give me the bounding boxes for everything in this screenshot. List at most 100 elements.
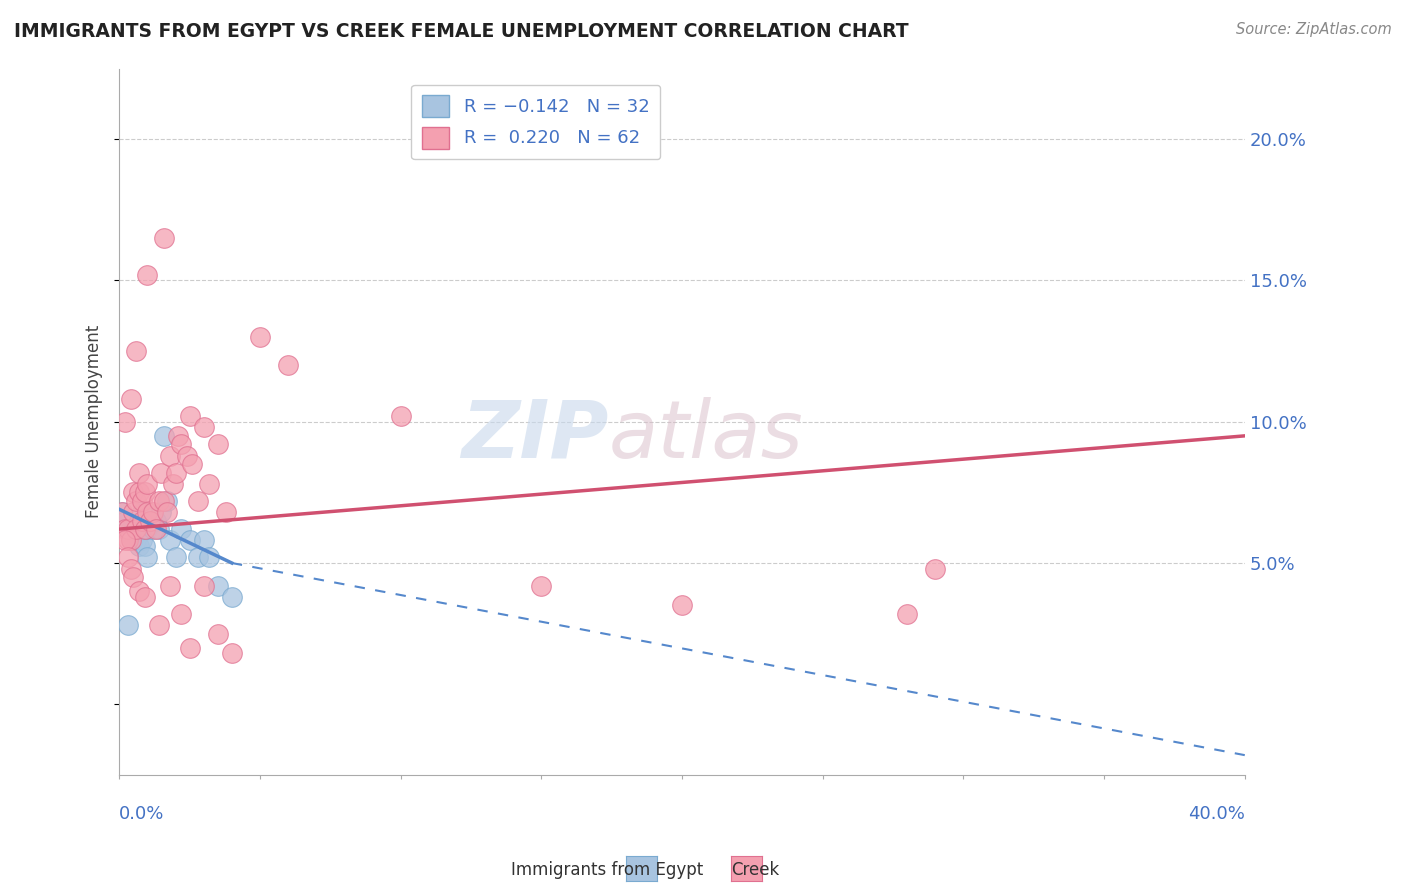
Point <box>122 505 145 519</box>
Point <box>131 505 153 519</box>
Point <box>162 476 184 491</box>
Point <box>117 533 139 548</box>
Point <box>193 579 215 593</box>
Point <box>142 522 165 536</box>
Point <box>117 618 139 632</box>
Point <box>156 493 179 508</box>
Point <box>530 579 553 593</box>
Point <box>120 533 142 548</box>
Point <box>170 522 193 536</box>
Point <box>221 647 243 661</box>
Point <box>128 485 150 500</box>
Point <box>148 522 170 536</box>
Point <box>134 522 156 536</box>
Point <box>207 579 229 593</box>
Point <box>148 493 170 508</box>
Point <box>131 514 153 528</box>
Point <box>111 505 134 519</box>
Point <box>924 562 946 576</box>
Point <box>136 268 159 282</box>
Point <box>153 231 176 245</box>
Point <box>114 522 136 536</box>
Point <box>148 618 170 632</box>
Point <box>134 485 156 500</box>
Text: Immigrants from Egypt: Immigrants from Egypt <box>510 861 703 879</box>
Point <box>122 533 145 548</box>
Point <box>120 522 142 536</box>
Point <box>181 457 204 471</box>
Point <box>145 514 167 528</box>
Point <box>198 476 221 491</box>
Point <box>193 533 215 548</box>
Point <box>187 493 209 508</box>
Point <box>150 505 173 519</box>
Text: atlas: atlas <box>609 397 804 475</box>
Point <box>136 505 159 519</box>
Point <box>125 344 148 359</box>
Point <box>120 392 142 406</box>
Point <box>156 505 179 519</box>
Point <box>167 429 190 443</box>
Point <box>125 522 148 536</box>
Point <box>125 493 148 508</box>
Point <box>134 522 156 536</box>
Point <box>179 533 201 548</box>
Point <box>176 449 198 463</box>
Point <box>114 533 136 548</box>
Point <box>179 640 201 655</box>
Point <box>111 505 134 519</box>
Point <box>193 420 215 434</box>
Point <box>131 493 153 508</box>
Point <box>128 522 150 536</box>
Point <box>120 562 142 576</box>
Point <box>165 550 187 565</box>
Point <box>170 437 193 451</box>
Point <box>122 485 145 500</box>
Text: 40.0%: 40.0% <box>1188 805 1244 823</box>
Point <box>128 539 150 553</box>
Point <box>142 505 165 519</box>
Point <box>159 533 181 548</box>
Point <box>153 493 176 508</box>
Point <box>114 415 136 429</box>
Point <box>159 449 181 463</box>
Point <box>145 522 167 536</box>
Point <box>136 550 159 565</box>
Point <box>277 358 299 372</box>
Point <box>139 514 162 528</box>
Point <box>134 539 156 553</box>
Point <box>122 522 145 536</box>
Text: Creek: Creek <box>731 861 779 879</box>
Point <box>170 607 193 621</box>
Point <box>128 584 150 599</box>
Point <box>215 505 238 519</box>
Point <box>117 522 139 536</box>
Point <box>198 550 221 565</box>
Y-axis label: Female Unemployment: Female Unemployment <box>86 325 103 518</box>
Legend: R = −0.142   N = 32, R =  0.220   N = 62: R = −0.142 N = 32, R = 0.220 N = 62 <box>411 85 661 160</box>
Point <box>249 330 271 344</box>
Point <box>159 579 181 593</box>
Point <box>131 533 153 548</box>
Point <box>153 429 176 443</box>
Text: IMMIGRANTS FROM EGYPT VS CREEK FEMALE UNEMPLOYMENT CORRELATION CHART: IMMIGRANTS FROM EGYPT VS CREEK FEMALE UN… <box>14 22 908 41</box>
Point <box>165 466 187 480</box>
Point <box>128 466 150 480</box>
Point <box>221 590 243 604</box>
Point <box>187 550 209 565</box>
Point <box>117 522 139 536</box>
Point <box>389 409 412 423</box>
Point <box>125 533 148 548</box>
Text: Source: ZipAtlas.com: Source: ZipAtlas.com <box>1236 22 1392 37</box>
Text: ZIP: ZIP <box>461 397 609 475</box>
Point <box>207 626 229 640</box>
Point <box>896 607 918 621</box>
Point <box>207 437 229 451</box>
Point <box>150 466 173 480</box>
Point <box>134 590 156 604</box>
Point <box>125 519 148 533</box>
Point <box>671 599 693 613</box>
Point <box>117 550 139 565</box>
Point <box>136 522 159 536</box>
Point <box>179 409 201 423</box>
